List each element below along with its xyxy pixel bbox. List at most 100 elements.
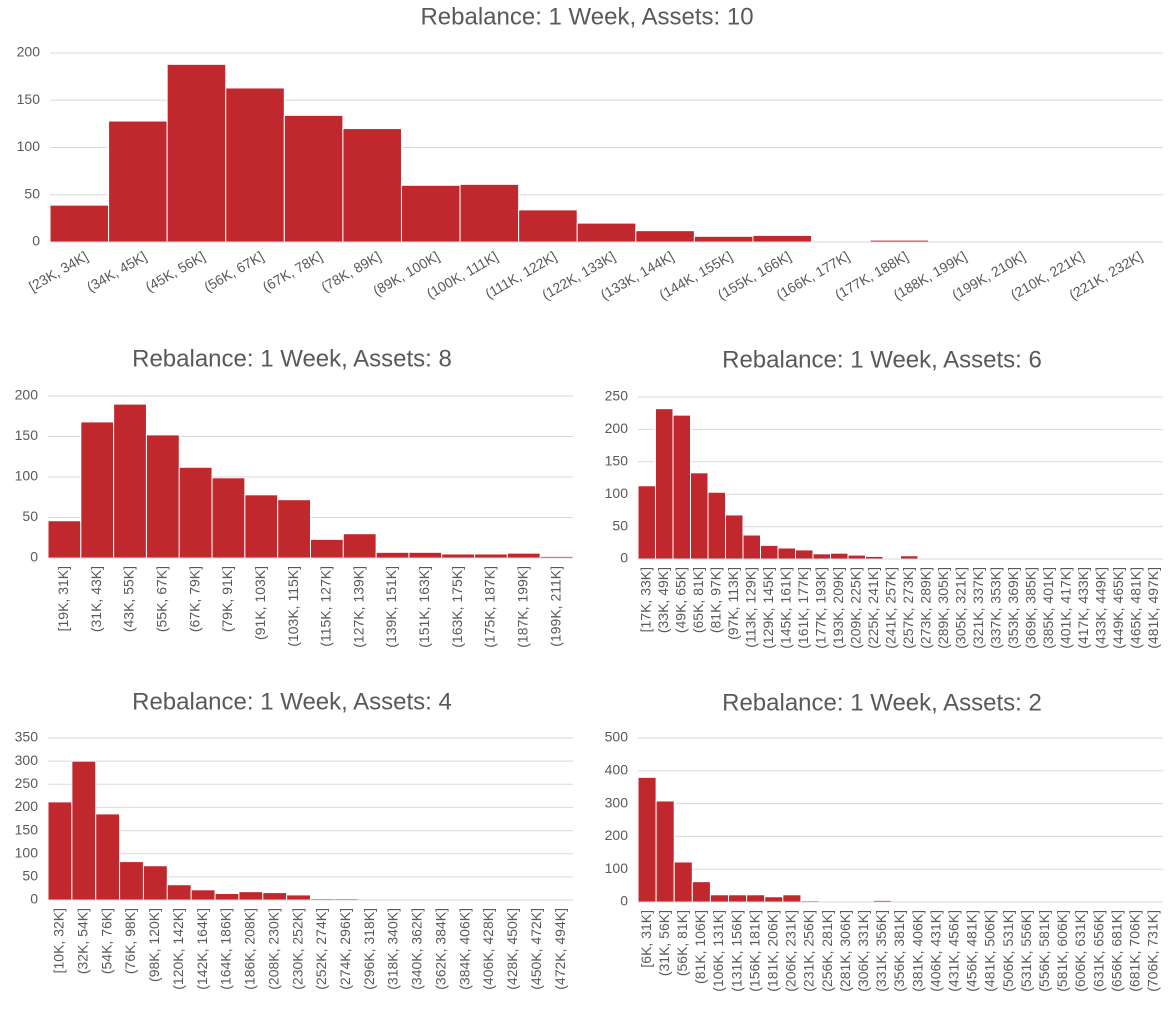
y-tick-label: 350 bbox=[15, 729, 39, 745]
x-tick-label: (340K, 362K] bbox=[409, 908, 425, 990]
bar bbox=[71, 760, 97, 901]
bar bbox=[145, 434, 180, 559]
y-tick-label: 50 bbox=[22, 508, 38, 524]
x-tick-label: (199K, 211K] bbox=[547, 566, 563, 647]
x-tick-label: (56K, 67K] bbox=[201, 248, 266, 295]
bar bbox=[190, 889, 216, 901]
x-tick-label: (209K, 225K] bbox=[847, 567, 863, 649]
x-tick-label: (55K, 67K] bbox=[154, 566, 170, 632]
bar bbox=[47, 801, 73, 901]
x-tick-label: (32K, 54K] bbox=[74, 908, 90, 974]
y-tick-label: 250 bbox=[605, 388, 629, 404]
x-tick-label: (106K, 131K] bbox=[710, 910, 726, 992]
x-tick-label: (556K, 581K] bbox=[1036, 910, 1052, 992]
x-tick-label: (274K, 296K] bbox=[337, 908, 353, 990]
bar bbox=[142, 865, 168, 901]
x-tick-label: (417K, 433K] bbox=[1075, 567, 1091, 649]
chart-title: Rebalance: 1 Week, Assets: 4 bbox=[132, 688, 452, 715]
bar bbox=[244, 494, 279, 559]
x-tick-label: (401K, 417K] bbox=[1057, 567, 1073, 649]
y-tick-label: 100 bbox=[15, 468, 39, 484]
x-tick-label: (433K, 449K] bbox=[1092, 567, 1108, 649]
y-tick-label: 50 bbox=[24, 185, 40, 201]
bar bbox=[47, 520, 82, 559]
y-tick-label: 0 bbox=[32, 233, 40, 249]
bar bbox=[108, 120, 168, 243]
chart: Rebalance: 1 Week, Assets: 2 0 100 200 300 40… bbox=[605, 689, 1163, 992]
bar bbox=[830, 552, 849, 560]
bar bbox=[728, 894, 748, 903]
bar bbox=[760, 544, 779, 560]
x-tick-label: (506K, 531K] bbox=[1000, 910, 1016, 992]
x-tick-label: (356K, 381K] bbox=[891, 910, 907, 992]
x-tick-label: (103K, 115K] bbox=[285, 566, 301, 647]
bar bbox=[672, 414, 691, 560]
x-tick-label: (156K, 181K] bbox=[746, 910, 762, 992]
x-tick-label: (581K, 606K] bbox=[1054, 910, 1070, 992]
bar bbox=[166, 63, 227, 243]
bar bbox=[119, 861, 144, 901]
x-tick-label: (353K, 369K] bbox=[1005, 567, 1021, 649]
x-tick-label: (257K, 273K] bbox=[900, 567, 916, 649]
bar bbox=[691, 881, 711, 903]
bar bbox=[746, 894, 766, 903]
x-tick-label: (31K, 56K] bbox=[656, 910, 672, 976]
bar bbox=[238, 891, 264, 901]
x-tick-label: (175K, 187K] bbox=[482, 566, 498, 648]
y-tick-label: 150 bbox=[15, 427, 39, 443]
x-tick-label: (606K, 631K] bbox=[1072, 910, 1088, 992]
bar bbox=[637, 485, 656, 560]
x-tick-label: (115K, 127K] bbox=[318, 566, 334, 647]
x-tick-label: (281K, 306K] bbox=[837, 910, 853, 992]
bar bbox=[707, 491, 726, 560]
x-tick-label: (369K, 385K] bbox=[1022, 567, 1038, 649]
bar bbox=[752, 234, 813, 243]
y-tick-label: 500 bbox=[605, 729, 629, 745]
bar bbox=[342, 533, 377, 559]
x-tick-label: (67K, 78K] bbox=[260, 248, 325, 295]
y-tick-label: 0 bbox=[30, 891, 38, 907]
bar bbox=[777, 547, 796, 560]
x-tick-label: (43K, 55K] bbox=[121, 566, 137, 632]
x-tick-label: (45K, 56K] bbox=[143, 248, 208, 295]
y-tick-label: 200 bbox=[15, 798, 39, 814]
x-tick-label: (481K, 497K] bbox=[1145, 567, 1161, 649]
x-tick-label: (76K, 98K] bbox=[122, 908, 138, 974]
chart: Rebalance: 1 Week, Assets: 8 0 50 100 150 200… bbox=[15, 345, 574, 648]
bar bbox=[441, 553, 476, 559]
y-tick-label: 50 bbox=[612, 517, 628, 533]
x-tick-label: (31K, 43K] bbox=[88, 566, 104, 632]
x-tick-label: (91K, 103K] bbox=[252, 566, 268, 640]
x-tick-label: (449K, 465K] bbox=[1110, 567, 1126, 649]
x-tick-label: (656K, 681K] bbox=[1108, 910, 1124, 992]
x-tick-label: (428K, 450K] bbox=[504, 908, 520, 990]
x-tick-label: (631K, 656K] bbox=[1090, 910, 1106, 992]
x-tick-label: (81K, 97K] bbox=[707, 567, 723, 633]
y-tick-label: 300 bbox=[15, 752, 39, 768]
y-tick-label: 100 bbox=[605, 860, 629, 876]
y-tick-label: 200 bbox=[605, 420, 629, 436]
x-tick-label: (289K, 305K] bbox=[935, 567, 951, 649]
bar bbox=[262, 892, 288, 901]
x-tick-label: (362K, 384K] bbox=[432, 908, 448, 990]
x-tick-label: (456K, 481K] bbox=[964, 910, 980, 992]
bar bbox=[342, 128, 402, 243]
bar bbox=[635, 230, 695, 243]
x-tick-label: (318K, 340K] bbox=[385, 908, 401, 990]
bar bbox=[375, 551, 410, 559]
x-tick-label: (406K, 431K] bbox=[927, 910, 943, 992]
x-tick-label: (33K, 49K] bbox=[655, 567, 671, 633]
y-tick-label: 150 bbox=[15, 821, 39, 837]
y-tick-label: 0 bbox=[30, 549, 38, 565]
x-tick-label: (252K, 274K] bbox=[313, 908, 329, 990]
x-tick-label: (225K, 241K] bbox=[865, 567, 881, 649]
x-tick-label: (206K, 231K] bbox=[783, 910, 799, 992]
y-tick-label: 0 bbox=[620, 893, 628, 909]
x-tick-label: (406K, 428K] bbox=[480, 908, 496, 990]
x-tick-label: (49K, 65K] bbox=[672, 567, 688, 633]
y-tick-label: 100 bbox=[15, 844, 39, 860]
bar bbox=[49, 204, 110, 243]
x-tick-label: (273K, 289K] bbox=[917, 567, 933, 649]
x-tick-label: (181K, 206K] bbox=[764, 910, 780, 992]
y-tick-label: 150 bbox=[605, 453, 629, 469]
